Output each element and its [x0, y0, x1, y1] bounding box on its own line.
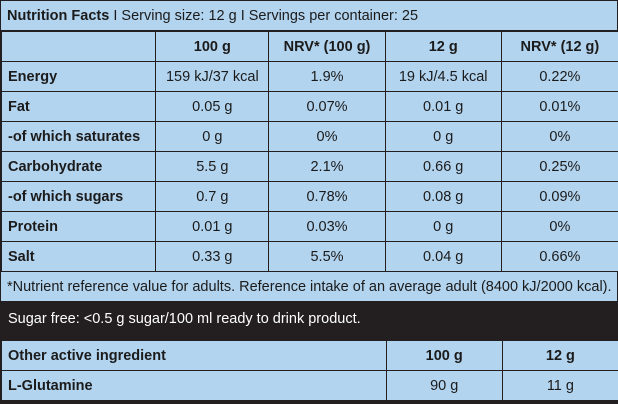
column-header: NRV* (100 g) — [268, 31, 386, 62]
cell-value: 0.66% — [500, 241, 618, 272]
cell-value: 1.9% — [268, 61, 386, 92]
table-row: Carbohydrate 5.5 g 2.1% 0.66 g 0.25% — [0, 151, 618, 182]
cell-value: 159 kJ/37 kcal — [155, 61, 270, 92]
cell-value: 0.01 g — [155, 211, 270, 242]
cell-value: 11 g — [501, 370, 618, 401]
cell-value: 0% — [268, 121, 386, 152]
row-label: Fat — [0, 91, 157, 122]
table-row: Protein 0.01 g 0.03% 0 g 0% — [0, 211, 618, 242]
cell-value: 0% — [500, 121, 618, 152]
column-header: Other active ingredient — [1, 340, 387, 371]
row-label: L-Glutamine — [1, 370, 387, 401]
cell-value: 2.1% — [268, 151, 386, 182]
header-separator: I — [236, 8, 249, 24]
table-row: Energy 159 kJ/37 kcal 1.9% 19 kJ/4.5 kca… — [0, 61, 618, 92]
sugar-free-note: Sugar free: <0.5 g sugar/100 ml ready to… — [8, 311, 361, 327]
nrv-footnote: *Nutrient reference value for adults. Re… — [0, 271, 618, 302]
cell-value: 0.05 g — [155, 91, 270, 122]
cell-value: 19 kJ/4.5 kcal — [384, 61, 502, 92]
cell-value: 0.01 g — [384, 91, 502, 122]
column-header: 100 g — [385, 340, 503, 371]
table-row: -of which saturates 0 g 0% 0 g 0% — [0, 121, 618, 152]
servings-per-container: Servings per container: 25 — [248, 8, 419, 24]
cell-value: 0.33 g — [155, 241, 270, 272]
table-row: Salt 0.33 g 5.5% 0.04 g 0.66% — [0, 241, 618, 272]
cell-value: 0% — [500, 211, 618, 242]
cell-value: 0.22% — [500, 61, 618, 92]
cell-value: 0.78% — [268, 181, 386, 212]
row-label: Energy — [0, 61, 157, 92]
column-header: 12 g — [501, 340, 618, 371]
serving-size: Serving size: 12 g — [121, 8, 237, 24]
cell-value: 0.07% — [268, 91, 386, 122]
row-label: Protein — [0, 211, 157, 242]
column-header: 100 g — [155, 31, 270, 62]
table-header-row: Other active ingredient 100 g 12 g — [1, 340, 618, 371]
cell-value: 0 g — [384, 121, 502, 152]
header-separator: I — [109, 8, 122, 24]
nutrition-header: Nutrition Facts I Serving size: 12 g I S… — [0, 0, 618, 31]
column-header: 12 g — [384, 31, 502, 62]
cell-value: 0.25% — [500, 151, 618, 182]
cell-value: 0.08 g — [384, 181, 502, 212]
cell-value: 5.5 g — [155, 151, 270, 182]
cell-value: 0 g — [384, 211, 502, 242]
column-header — [0, 31, 157, 62]
cell-value: 90 g — [385, 370, 503, 401]
cell-value: 0.7 g — [155, 181, 270, 212]
row-label: Carbohydrate — [0, 151, 157, 182]
row-label: -of which saturates — [0, 121, 157, 152]
row-label: -of which sugars — [0, 181, 157, 212]
column-header: NRV* (12 g) — [500, 31, 618, 62]
cell-value: 0.09% — [500, 181, 618, 212]
nutrition-table: 100 g NRV* (100 g) 12 g NRV* (12 g) Ener… — [0, 31, 618, 272]
cell-value: 5.5% — [268, 241, 386, 272]
row-label: Salt — [0, 241, 157, 272]
cell-value: 0.04 g — [384, 241, 502, 272]
table-row: -of which sugars 0.7 g 0.78% 0.08 g 0.09… — [0, 181, 618, 212]
cell-value: 0.66 g — [384, 151, 502, 182]
cell-value: 0.03% — [268, 211, 386, 242]
header-title: Nutrition Facts — [7, 8, 110, 24]
active-ingredient-table: Other active ingredient 100 g 12 g L-Glu… — [1, 340, 618, 401]
cell-value: 0.01% — [500, 91, 618, 122]
table-row: Fat 0.05 g 0.07% 0.01 g 0.01% — [0, 91, 618, 122]
table-header-row: 100 g NRV* (100 g) 12 g NRV* (12 g) — [0, 31, 618, 62]
table-row: L-Glutamine 90 g 11 g — [1, 370, 618, 401]
cell-value: 0 g — [155, 121, 270, 152]
